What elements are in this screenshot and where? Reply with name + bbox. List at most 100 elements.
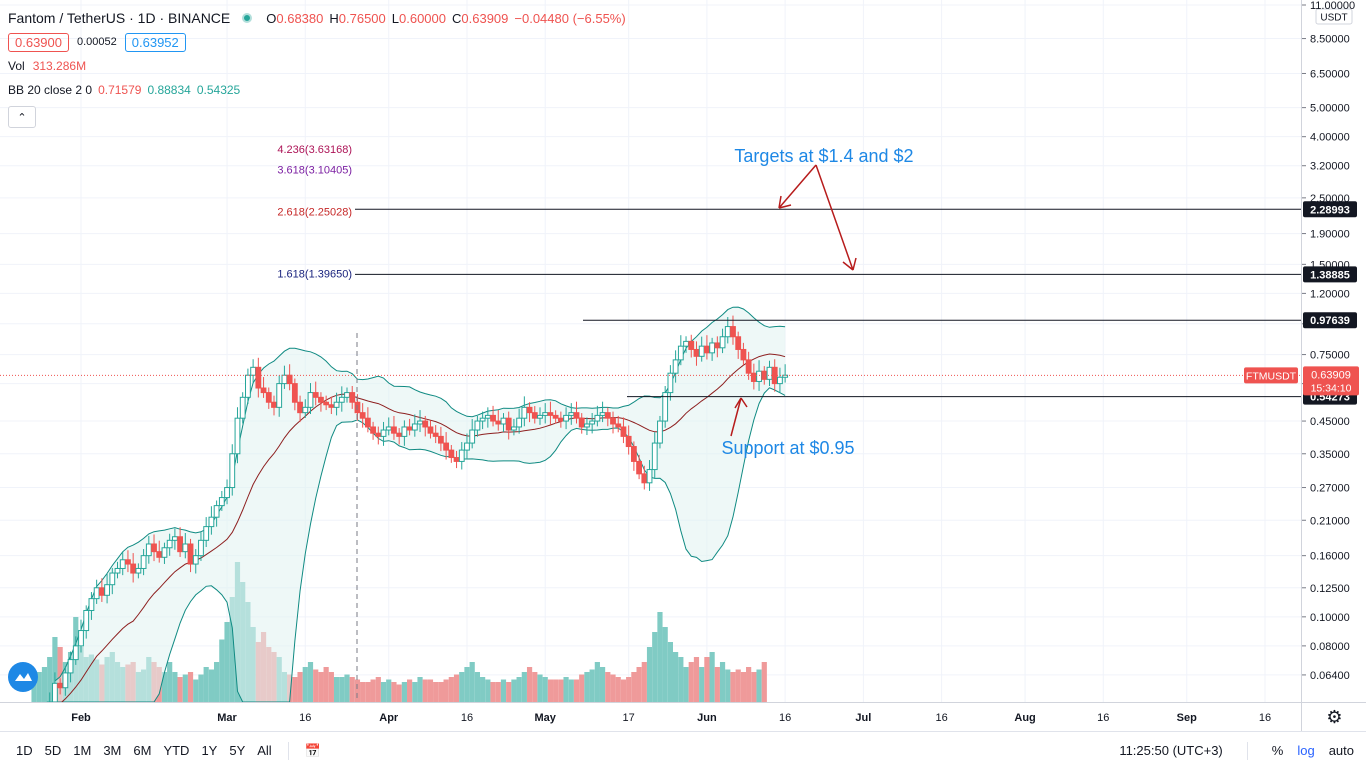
- candle-body: [658, 421, 663, 443]
- key-level-tag: 2.28993: [1310, 204, 1350, 216]
- volume-bar: [355, 680, 360, 703]
- volume-bar: [480, 677, 485, 702]
- price-tick-label: 0.08000: [1310, 641, 1350, 653]
- volume-bar: [391, 682, 396, 702]
- candle-body: [183, 544, 188, 552]
- candle-body: [94, 588, 99, 599]
- time-tick-label: Sep: [1177, 712, 1197, 724]
- volume-bar: [631, 672, 636, 702]
- volume-bar: [532, 672, 537, 702]
- clock-timezone[interactable]: 11:25:50 (UTC+3): [1119, 743, 1222, 758]
- time-tick-label: May: [535, 712, 557, 724]
- candle-body: [652, 443, 657, 470]
- percent-scale-toggle[interactable]: %: [1272, 743, 1284, 758]
- auto-scale-toggle[interactable]: auto: [1329, 743, 1354, 758]
- price-tick-label: 6.50000: [1310, 68, 1350, 80]
- fib-level-label: 4.236(3.63168): [277, 144, 352, 156]
- candle-body: [235, 418, 240, 454]
- candle-body: [459, 450, 464, 461]
- sell-price-button[interactable]: 0.63900: [8, 33, 69, 52]
- date-range-icon[interactable]: 📅: [299, 743, 327, 759]
- price-tick-label: 4.00000: [1310, 132, 1350, 144]
- chart-settings-button[interactable]: ⚙: [1301, 702, 1366, 731]
- bb-lower-value: 0.54325: [197, 83, 240, 97]
- candle-body: [79, 631, 84, 646]
- volume-bar: [751, 672, 756, 702]
- candle-body: [89, 599, 94, 611]
- timeframe-1d[interactable]: 1D: [10, 743, 39, 758]
- volume-bar: [454, 675, 459, 703]
- volume-bar: [386, 680, 391, 703]
- volume-bar: [464, 667, 469, 702]
- volume-bar: [652, 632, 657, 702]
- candle-body: [303, 407, 308, 412]
- volume-bar: [444, 680, 449, 703]
- candle-body: [699, 346, 704, 356]
- volume-bar: [642, 662, 647, 702]
- candle-body: [313, 393, 318, 398]
- timeframe-5y[interactable]: 5Y: [223, 743, 251, 758]
- candle-body: [282, 375, 287, 383]
- candle-body: [371, 427, 376, 433]
- timeframe-3m[interactable]: 3M: [97, 743, 127, 758]
- candle-body: [725, 327, 730, 337]
- timeframe-all[interactable]: All: [251, 743, 277, 758]
- bb-label[interactable]: BB 20 close 2 0: [8, 83, 92, 97]
- candle-body: [668, 373, 673, 392]
- volume-bar: [496, 682, 501, 702]
- timeframe-5d[interactable]: 5D: [39, 743, 68, 758]
- candle-body: [225, 488, 230, 498]
- volume-bar: [167, 662, 172, 702]
- volume-bar: [605, 672, 610, 702]
- time-tick-label: 16: [1259, 712, 1271, 724]
- candle-body: [418, 421, 423, 424]
- price-tick-label: 0.06400: [1310, 670, 1350, 682]
- volume-bar: [543, 677, 548, 702]
- timeframe-1m[interactable]: 1M: [67, 743, 97, 758]
- arrow-to-2-target: [779, 165, 816, 208]
- candle-body: [605, 413, 610, 419]
- candle-body: [58, 683, 63, 687]
- timeframe-ytd[interactable]: YTD: [157, 743, 195, 758]
- volume-bar: [334, 677, 339, 702]
- candle-body: [579, 418, 584, 427]
- volume-bar: [720, 662, 725, 702]
- volume-bar: [219, 640, 224, 703]
- divider: [288, 742, 289, 760]
- time-tick-label: Apr: [379, 712, 399, 724]
- low-value: 0.60000: [399, 11, 446, 26]
- candle-body: [720, 337, 725, 348]
- candle-body: [209, 517, 214, 526]
- candle-body: [480, 418, 485, 421]
- log-scale-toggle[interactable]: log: [1297, 743, 1314, 758]
- volume-bar: [42, 667, 47, 702]
- volume-label[interactable]: Vol: [8, 59, 25, 73]
- candle-body: [141, 556, 146, 569]
- candle-body: [585, 424, 590, 427]
- candle-body: [360, 413, 365, 419]
- volume-bar: [506, 682, 511, 702]
- candle-body: [63, 673, 68, 688]
- candle-body: [548, 413, 553, 416]
- volume-bar: [402, 682, 407, 702]
- volume-bar: [172, 672, 177, 702]
- bottom-toolbar: 1D 5D 1M 3M 6M YTD 1Y 5Y All 📅 11:25:50 …: [0, 731, 1366, 769]
- volume-bar: [417, 677, 422, 702]
- symbol-title[interactable]: Fantom / TetherUS · 1D · BINANCE: [8, 10, 230, 26]
- volume-bar: [522, 672, 527, 702]
- timeframe-1y[interactable]: 1Y: [195, 743, 223, 758]
- candle-body: [543, 413, 548, 416]
- timeframe-6m[interactable]: 6M: [127, 743, 157, 758]
- volume-bar: [188, 672, 193, 702]
- price-tick-label: 5.00000: [1310, 103, 1350, 115]
- divider: [1247, 742, 1248, 760]
- volume-bar: [324, 667, 329, 702]
- candle-body: [172, 537, 177, 541]
- targets-annotation: Targets at $1.4 and $2: [734, 146, 913, 166]
- buy-price-button[interactable]: 0.63952: [125, 33, 186, 52]
- collapse-legend-button[interactable]: ⌃: [8, 106, 36, 128]
- candle-body: [778, 377, 783, 383]
- candle-body: [757, 371, 762, 381]
